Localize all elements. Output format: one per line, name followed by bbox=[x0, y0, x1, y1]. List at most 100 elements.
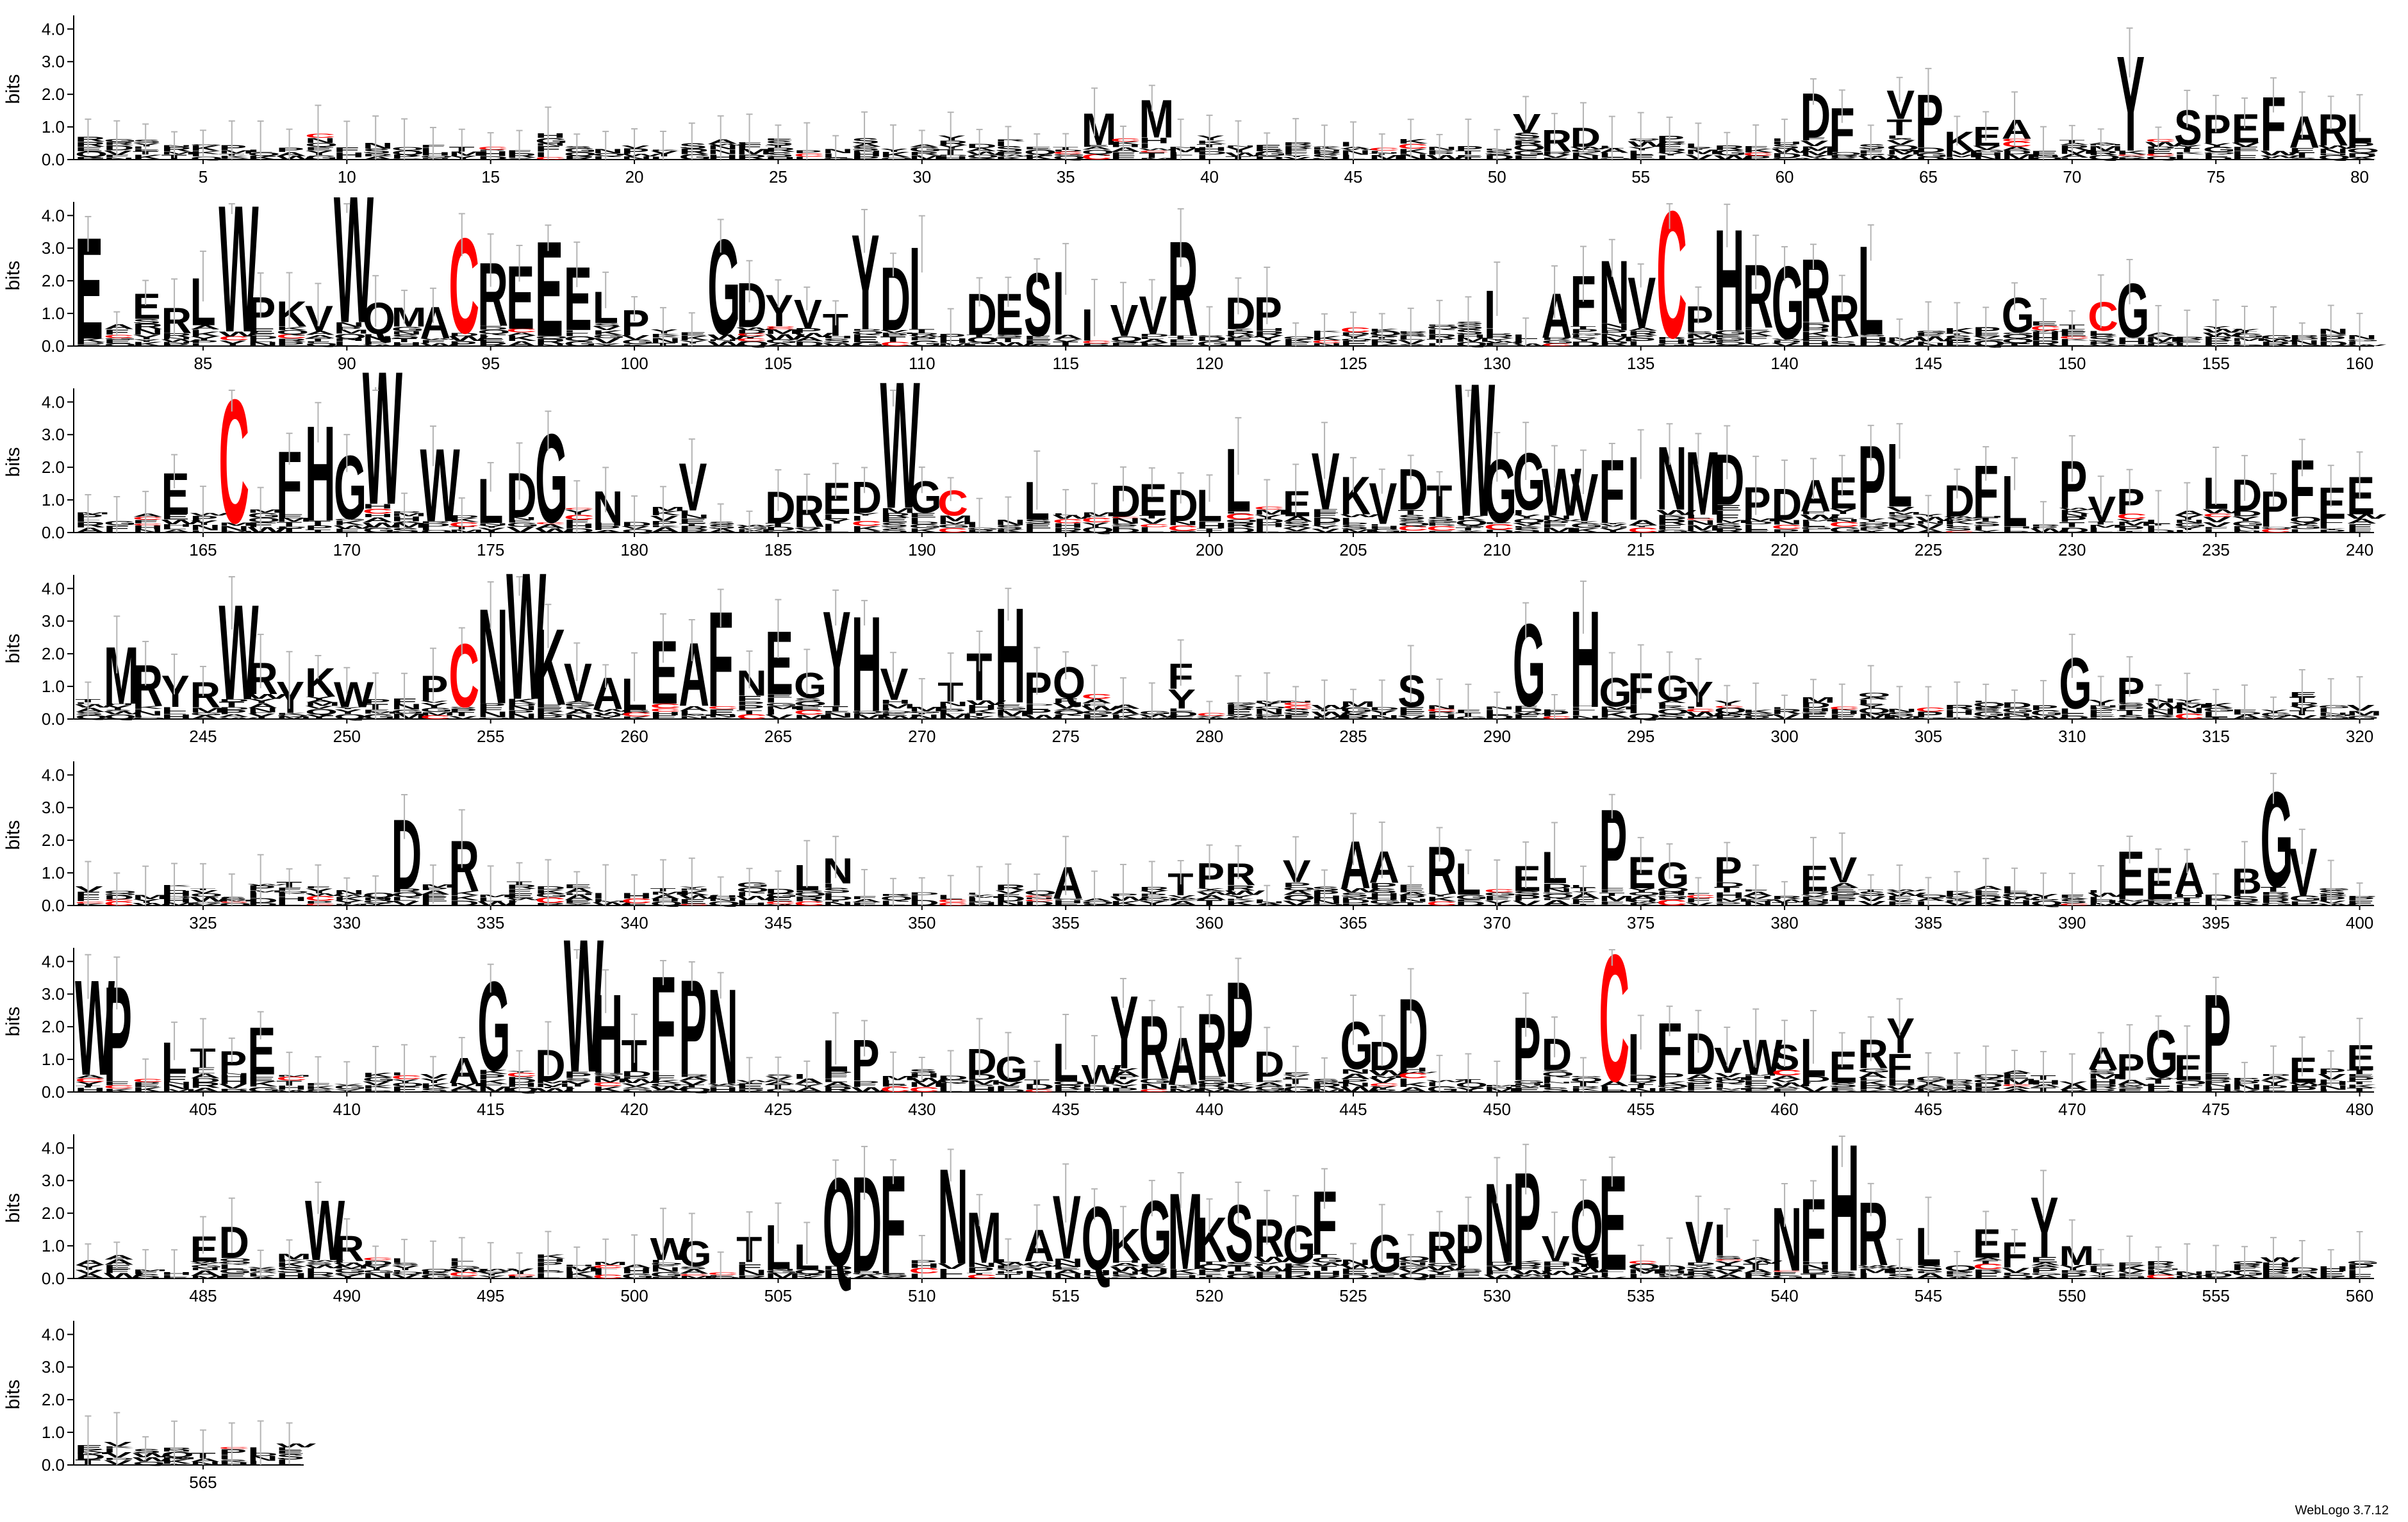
logo-letter: A bbox=[1110, 146, 1141, 154]
logo-letter: V bbox=[75, 885, 103, 894]
logo-letter: G bbox=[535, 408, 568, 549]
logo-letter: G bbox=[2318, 888, 2350, 891]
logo-letter: T bbox=[2289, 151, 2314, 160]
logo-letter: F bbox=[1801, 322, 1826, 324]
logo-letter: S bbox=[995, 524, 1023, 531]
logo-letter: A bbox=[420, 298, 451, 349]
logo-letter: Q bbox=[1340, 338, 1373, 341]
logo-letter: L bbox=[2174, 153, 2200, 161]
y-axis-label: bits bbox=[3, 634, 24, 664]
logo-letter: V bbox=[247, 1266, 276, 1270]
logo-letter: R bbox=[679, 147, 709, 156]
logo-letter: C bbox=[2145, 153, 2176, 157]
logo-letter: M bbox=[247, 508, 283, 513]
logo-letter: Y bbox=[852, 512, 880, 516]
logo-letter: Y bbox=[650, 328, 679, 335]
logo-letter: E bbox=[2031, 149, 2059, 157]
logo-letter: Q bbox=[1110, 335, 1143, 343]
logo-letter: E bbox=[564, 883, 592, 889]
logo-letter: G bbox=[477, 955, 510, 1097]
logo-letter: Y bbox=[1685, 147, 1713, 151]
logo-letter: S bbox=[823, 337, 851, 344]
logo-column: IER bbox=[2174, 310, 2205, 347]
logo-letter: P bbox=[1599, 786, 1627, 913]
logo-letter: V bbox=[420, 1073, 449, 1080]
x-tick-label: 5 bbox=[199, 167, 208, 186]
logo-letter: Q bbox=[1082, 149, 1114, 156]
logo-letter: N bbox=[823, 148, 854, 154]
x-tick-label: 205 bbox=[1339, 540, 1367, 559]
y-tick-label: 1.0 bbox=[42, 677, 65, 696]
logo-letter: G bbox=[1053, 154, 1085, 156]
logo-letter: K bbox=[1369, 328, 1399, 333]
logo-letter: Q bbox=[1053, 154, 1085, 160]
logo-letter: A bbox=[75, 526, 106, 534]
x-tick-label: 465 bbox=[1915, 1100, 1942, 1119]
logo-letter: G bbox=[305, 154, 338, 161]
logo-letter: K bbox=[2088, 341, 2118, 345]
logo-letter: K bbox=[622, 343, 652, 346]
logo-letter: E bbox=[1024, 522, 1052, 530]
logo-letter: K bbox=[506, 335, 537, 343]
logo-column: GHA bbox=[622, 1234, 654, 1280]
logo-letter: V bbox=[1513, 522, 1541, 527]
logo-letter: P bbox=[1513, 999, 1541, 1100]
logo-letter: L bbox=[1139, 525, 1164, 534]
logo-letter: C bbox=[2145, 138, 2176, 142]
logo-letter: N bbox=[707, 339, 738, 342]
x-tick-label: 430 bbox=[908, 1100, 936, 1119]
logo-letter: F bbox=[1542, 523, 1567, 528]
logo-letter: D bbox=[852, 472, 882, 523]
logo-letter: K bbox=[133, 153, 163, 161]
logo-letter: Q bbox=[2346, 147, 2379, 154]
logo-letter: D bbox=[966, 281, 997, 347]
logo-letter: V bbox=[794, 527, 822, 531]
logo-letter: H bbox=[1801, 327, 1831, 332]
logo-letter: K bbox=[276, 326, 307, 331]
logo-letter: Y bbox=[1858, 148, 1886, 150]
logo-letter: I bbox=[363, 333, 374, 336]
logo-letter: L bbox=[2261, 158, 2286, 160]
logo-letter: P bbox=[190, 515, 219, 522]
logo-letter: S bbox=[1685, 331, 1713, 335]
logo-letter: Y bbox=[1628, 140, 1656, 142]
logo-letter: Q bbox=[1628, 138, 1660, 140]
logo-letter: L bbox=[1570, 335, 1596, 339]
logo-column: RMFF bbox=[736, 113, 771, 161]
logo-letter: A bbox=[104, 323, 135, 331]
x-tick-label: 390 bbox=[2058, 913, 2086, 932]
logo-letter: G bbox=[966, 527, 999, 530]
x-tick-label: 445 bbox=[1339, 1100, 1367, 1119]
logo-column: GPC bbox=[1915, 686, 1948, 720]
logo-letter: W bbox=[2203, 328, 2243, 334]
logo-letter: K bbox=[1743, 148, 1774, 154]
logo-letter: N bbox=[2031, 155, 2061, 158]
logo-letter: I bbox=[1743, 340, 1754, 344]
logo-letter: G bbox=[2116, 267, 2149, 354]
logo-letter: K bbox=[1312, 330, 1342, 333]
logo-letter: T bbox=[2002, 342, 2028, 347]
logo-letter: A bbox=[2002, 145, 2033, 151]
logo-letter: E bbox=[247, 1013, 276, 1089]
logo-letter: G bbox=[2116, 344, 2149, 347]
logo-letter: M bbox=[1254, 508, 1289, 516]
logo-letter: A bbox=[2145, 332, 2176, 336]
logo-letter: V bbox=[2088, 489, 2116, 530]
logo-letter: P bbox=[363, 698, 391, 705]
logo-letter: V bbox=[1110, 295, 1139, 346]
logo-letter: S bbox=[363, 147, 391, 155]
logo-letter: V bbox=[1312, 528, 1340, 534]
logo-letter: Y bbox=[2031, 893, 2059, 900]
